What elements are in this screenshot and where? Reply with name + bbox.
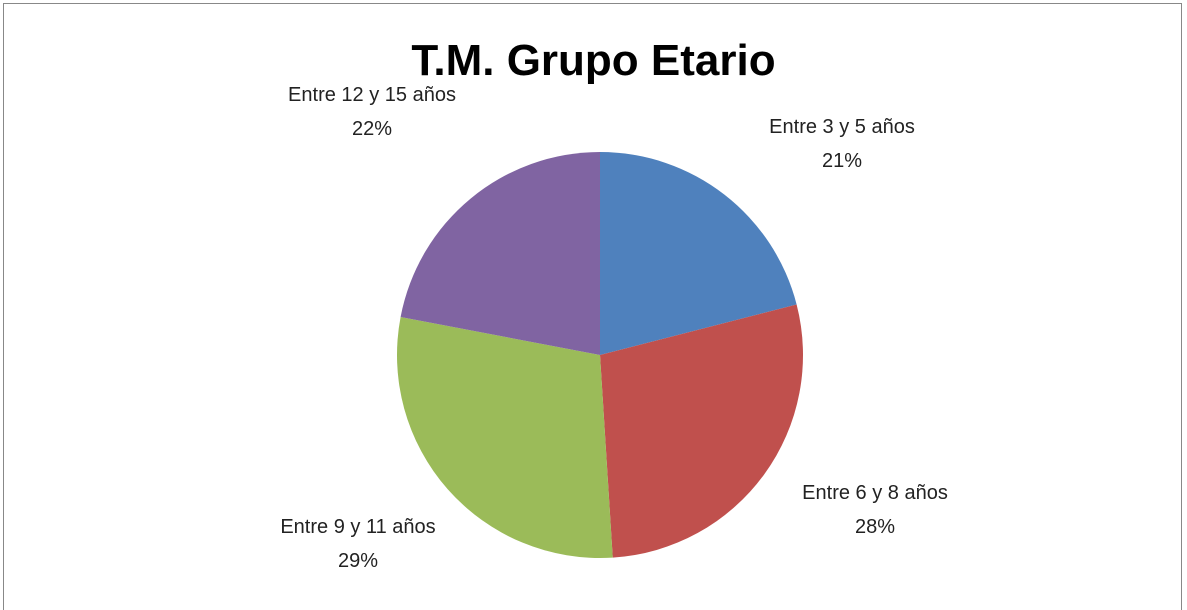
slice-label: Entre 6 y 8 años 28% <box>755 476 995 544</box>
category-label: Entre 12 y 15 años <box>288 84 456 106</box>
slice-label: Entre 9 y 11 años 29% <box>268 510 448 578</box>
pie-slice <box>600 304 803 558</box>
slice-label: Entre 12 y 15 años 22% <box>282 78 462 146</box>
chart-title: T.M. Grupo Etario <box>411 36 776 85</box>
value-label: 22% <box>351 118 393 140</box>
pie-slice <box>600 152 797 355</box>
value-label: 28% <box>854 516 896 538</box>
pie-slice <box>400 152 600 355</box>
pie-slice <box>396 316 613 558</box>
category-label: Entre 3 y 5 años <box>769 116 915 138</box>
value-label: 21% <box>821 150 863 172</box>
slice-label: Entre 3 y 5 años 21% <box>722 110 962 178</box>
category-label: Entre 9 y 11 años <box>280 516 436 538</box>
category-label: Entre 6 y 8 años <box>802 482 948 504</box>
value-label: 29% <box>337 550 379 572</box>
chart-frame <box>3 3 1182 610</box>
